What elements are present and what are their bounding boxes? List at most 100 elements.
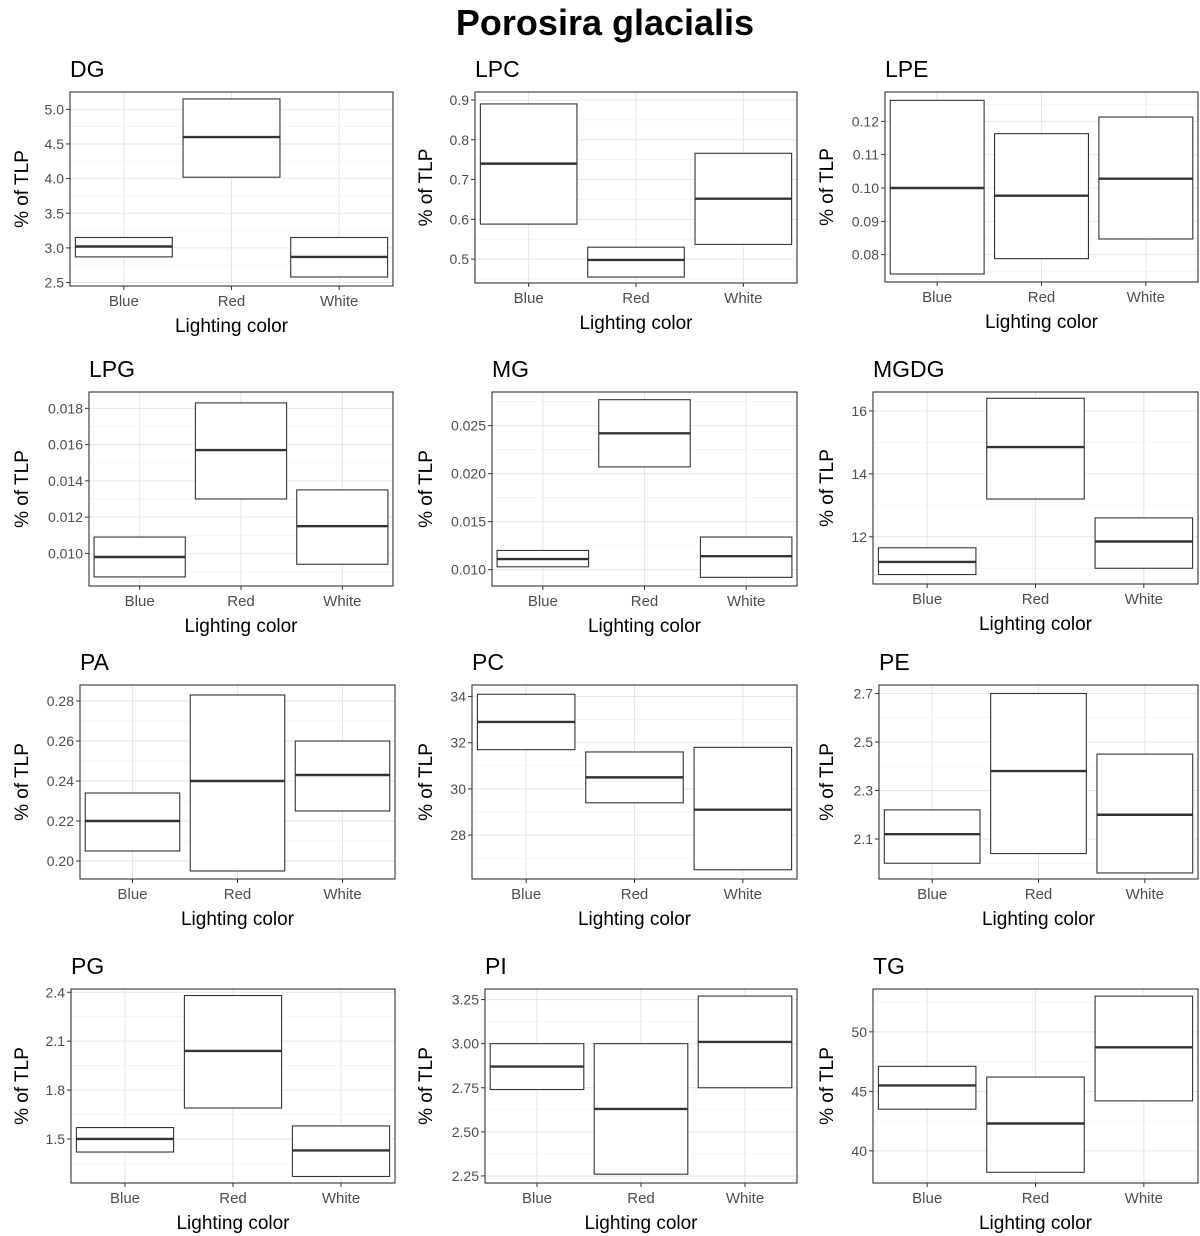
y-tick-label: 0.8 (450, 132, 470, 148)
x-tick-label: White (724, 886, 762, 903)
x-axis-label: Lighting color (578, 909, 692, 930)
x-tick-label: White (320, 293, 358, 310)
x-tick-label: Red (218, 293, 246, 310)
x-tick-label: Blue (912, 1190, 942, 1207)
panel-pc: 28 30 32 34 Blue Red White Lighting color % of T… (416, 649, 798, 930)
y-tick-label: 0.9 (450, 92, 470, 108)
y-tick-label: 0.12 (852, 113, 879, 129)
y-tick-label: 30 (450, 781, 466, 797)
y-tick-label: 4.0 (45, 171, 65, 187)
y-axis-label: % of TLP (416, 1047, 437, 1125)
x-tick-label: White (724, 290, 762, 307)
y-tick-label: 0.025 (451, 418, 486, 434)
x-axis-label: Lighting color (979, 1213, 1093, 1234)
y-axis-label: % of TLP (817, 148, 838, 226)
panel-title: PI (485, 953, 507, 979)
y-tick-label: 16 (851, 403, 867, 419)
x-axis-label: Lighting color (175, 316, 289, 337)
y-tick-label: 0.020 (451, 466, 486, 482)
y-tick-label: 3.5 (45, 205, 65, 221)
y-tick-label: 28 (450, 827, 466, 843)
x-tick-label: Red (1022, 591, 1050, 608)
panel-title: PG (71, 953, 104, 979)
x-axis-label: Lighting color (979, 614, 1093, 635)
panel-title: PC (472, 649, 504, 675)
y-tick-label: 0.010 (48, 545, 83, 561)
panel-title: DG (70, 56, 105, 82)
box-red (587, 246, 685, 278)
y-tick-label: 1.8 (46, 1082, 66, 1098)
panel-title: MGDG (873, 356, 945, 382)
y-tick-label: 0.5 (450, 251, 470, 267)
x-tick-label: Blue (922, 289, 952, 306)
y-axis-label: % of TLP (12, 150, 33, 228)
x-axis-label: Lighting color (184, 616, 298, 637)
x-tick-label: White (322, 1190, 360, 1207)
y-tick-label: 1.5 (46, 1131, 66, 1147)
figure-title: Porosira glacialis (455, 2, 755, 43)
y-tick-label: 5.0 (45, 101, 65, 117)
panel-mgdg: 12 14 16 Blue Red White Lighting color % of TLP… (817, 356, 1199, 635)
x-tick-label: Blue (110, 1190, 140, 1207)
y-tick-label: 2.5 (45, 275, 65, 291)
x-axis-label: Lighting color (181, 909, 295, 930)
y-tick-label: 14 (851, 466, 867, 482)
box-blue (877, 1065, 977, 1110)
y-tick-label: 2.4 (46, 984, 66, 1000)
x-axis-label: Lighting color (584, 1213, 698, 1234)
x-tick-label: Blue (117, 886, 147, 903)
y-tick-label: 2.7 (854, 685, 874, 701)
panel-dg: 2.5 3.0 3.5 4.0 4.5 5.0 Blue Red White Lighting c… (12, 56, 394, 337)
x-tick-label: Blue (125, 593, 155, 610)
y-tick-label: 0.20 (47, 853, 74, 869)
y-tick-label: 0.018 (48, 400, 83, 416)
y-tick-label: 2.50 (452, 1124, 479, 1140)
box-white (1094, 517, 1194, 569)
y-axis-label: % of TLP (12, 450, 33, 528)
y-tick-label: 0.26 (47, 733, 74, 749)
y-axis-label: % of TLP (817, 743, 838, 821)
x-tick-label: Red (627, 1190, 655, 1207)
x-tick-label: Red (227, 593, 255, 610)
panel-pe: 2.1 2.3 2.5 2.7 Blue Red White Lighting color % … (817, 649, 1199, 930)
panel-title: LPC (475, 56, 520, 82)
x-tick-label: Blue (528, 593, 558, 610)
y-axis-label: % of TLP (817, 1047, 838, 1125)
x-tick-label: Red (219, 1190, 247, 1207)
panel-title: PE (879, 649, 910, 675)
y-axis-label: % of TLP (416, 743, 437, 821)
y-tick-label: 4.5 (45, 136, 65, 152)
y-tick-label: 0.014 (48, 473, 83, 489)
panel-pa: 0.20 0.22 0.24 0.26 0.28 Blue Red White Lighting… (12, 649, 396, 930)
x-tick-label: White (727, 593, 765, 610)
y-tick-label: 2.75 (452, 1080, 479, 1096)
x-tick-label: Blue (522, 1190, 552, 1207)
panel-pg: 1.5 1.8 2.1 2.4 Blue Red White Lighting color % … (12, 953, 396, 1234)
box-red (990, 692, 1087, 855)
x-tick-label: Red (1028, 289, 1056, 306)
panel-lpg: 0.010 0.012 0.014 0.016 0.018 Blue Red White Lig… (12, 356, 394, 637)
y-tick-label: 0.09 (852, 213, 879, 229)
box-red (189, 694, 286, 872)
x-tick-label: White (726, 1190, 764, 1207)
y-tick-label: 0.22 (47, 813, 74, 829)
x-tick-label: White (323, 886, 361, 903)
panel-title: LPG (89, 356, 135, 382)
y-tick-label: 3.25 (452, 992, 479, 1008)
y-axis-label: % of TLP (12, 1047, 33, 1125)
x-tick-label: Blue (109, 293, 139, 310)
y-tick-label: 0.010 (451, 562, 486, 578)
y-tick-label: 40 (851, 1143, 867, 1159)
y-axis-label: % of TLP (12, 743, 33, 821)
x-tick-label: Red (631, 593, 659, 610)
y-tick-label: 2.3 (854, 782, 874, 798)
y-tick-label: 12 (851, 529, 867, 545)
y-tick-label: 32 (450, 735, 466, 751)
x-tick-label: Red (224, 886, 252, 903)
x-tick-label: Blue (912, 591, 942, 608)
x-tick-label: Blue (514, 290, 544, 307)
y-tick-label: 2.25 (452, 1168, 479, 1184)
box-red (986, 397, 1085, 500)
y-axis-label: % of TLP (416, 450, 437, 528)
